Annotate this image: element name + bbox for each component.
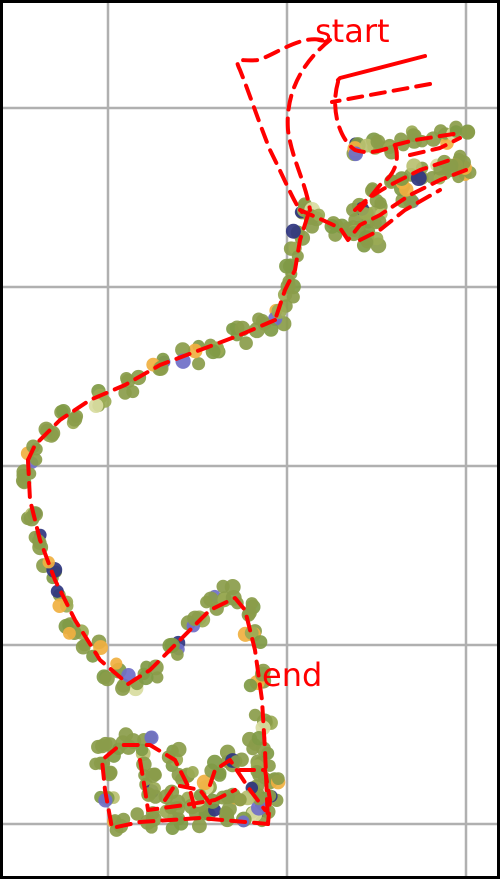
gps-point	[138, 669, 154, 686]
gps-point	[196, 774, 213, 791]
gps-point	[233, 793, 247, 807]
gps-point	[75, 639, 91, 655]
gps-point	[224, 579, 241, 595]
gps-point	[285, 223, 301, 239]
gps-point	[67, 411, 83, 427]
gps-point	[252, 312, 266, 326]
gps-point	[239, 336, 253, 351]
gps-point	[291, 250, 304, 263]
gps-point	[165, 821, 180, 835]
gps-point	[192, 357, 206, 371]
gps-point	[461, 125, 475, 139]
gps-point	[219, 806, 233, 819]
gps-point	[29, 453, 43, 466]
gps-point	[305, 219, 319, 234]
gps-point	[186, 766, 199, 779]
gps-point	[279, 258, 294, 274]
gps-point	[359, 138, 374, 153]
gps-point	[121, 668, 136, 683]
gps-point	[52, 598, 67, 613]
gps-points	[15, 120, 477, 837]
route-line	[26, 37, 468, 830]
gps-point	[118, 727, 134, 742]
gps-point	[98, 736, 113, 751]
end-label: end	[262, 656, 322, 694]
start-label: start	[315, 12, 390, 50]
gps-point	[126, 385, 140, 399]
gps-point	[403, 193, 419, 209]
gps-point	[246, 742, 260, 756]
gps-point	[286, 290, 300, 304]
gps-point	[220, 789, 235, 805]
gps-point	[200, 595, 213, 609]
gps-point	[103, 765, 118, 780]
gps-point	[253, 635, 268, 650]
gps-point	[207, 754, 223, 771]
gps-point	[88, 398, 104, 413]
gps-point	[243, 678, 258, 693]
gps-point	[144, 730, 159, 745]
gps-point	[130, 807, 144, 821]
gps-point	[191, 818, 207, 834]
gps-point	[171, 741, 187, 758]
gps-point	[62, 626, 76, 640]
gps-point	[110, 657, 123, 670]
gps-point	[271, 772, 285, 785]
gps-point	[370, 134, 386, 150]
gps-point	[99, 671, 115, 687]
gps-point	[230, 755, 243, 768]
gps-point	[135, 743, 149, 757]
gps-point	[116, 812, 131, 827]
gps-point	[187, 343, 203, 359]
gps-point	[149, 768, 162, 782]
gps-point	[147, 659, 164, 676]
